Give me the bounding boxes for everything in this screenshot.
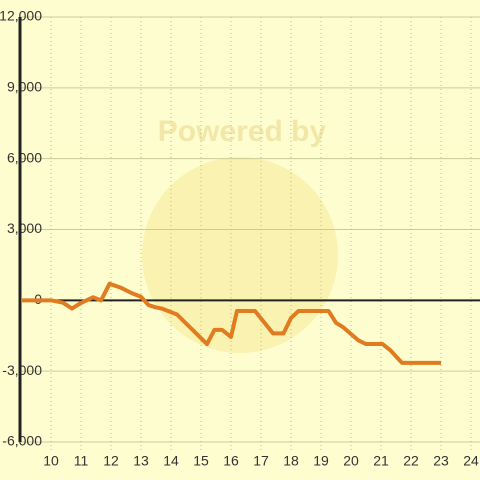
y-tick-label: 12,000	[0, 8, 42, 24]
x-tick-label: 20	[343, 453, 359, 469]
x-tick-label: 16	[223, 453, 239, 469]
x-tick-label: 13	[133, 453, 149, 469]
watermark-logo	[142, 157, 338, 353]
x-tick-label: 12	[103, 453, 119, 469]
x-tick-label: 15	[193, 453, 209, 469]
x-tick-label: 21	[373, 453, 389, 469]
watermark: Powered by	[158, 115, 327, 148]
y-tick-label: 6,000	[7, 149, 42, 165]
x-tick-label: 19	[313, 453, 329, 469]
x-tick-label: 22	[403, 453, 419, 469]
x-tick-label: 18	[283, 453, 299, 469]
x-tick-label: 23	[433, 453, 449, 469]
y-tick-label: -3,000	[2, 362, 42, 378]
x-tick-label: 24	[463, 453, 479, 469]
x-tick-label: 14	[163, 453, 179, 469]
x-tick-label: 11	[74, 453, 89, 469]
x-tick-label: 17	[253, 453, 269, 469]
y-tick-label: 9,000	[7, 79, 42, 95]
x-tick-label: 10	[43, 453, 59, 469]
y-tick-label: -6,000	[2, 433, 42, 449]
y-tick-label: 3,000	[7, 220, 42, 236]
data-line	[21, 281, 441, 365]
